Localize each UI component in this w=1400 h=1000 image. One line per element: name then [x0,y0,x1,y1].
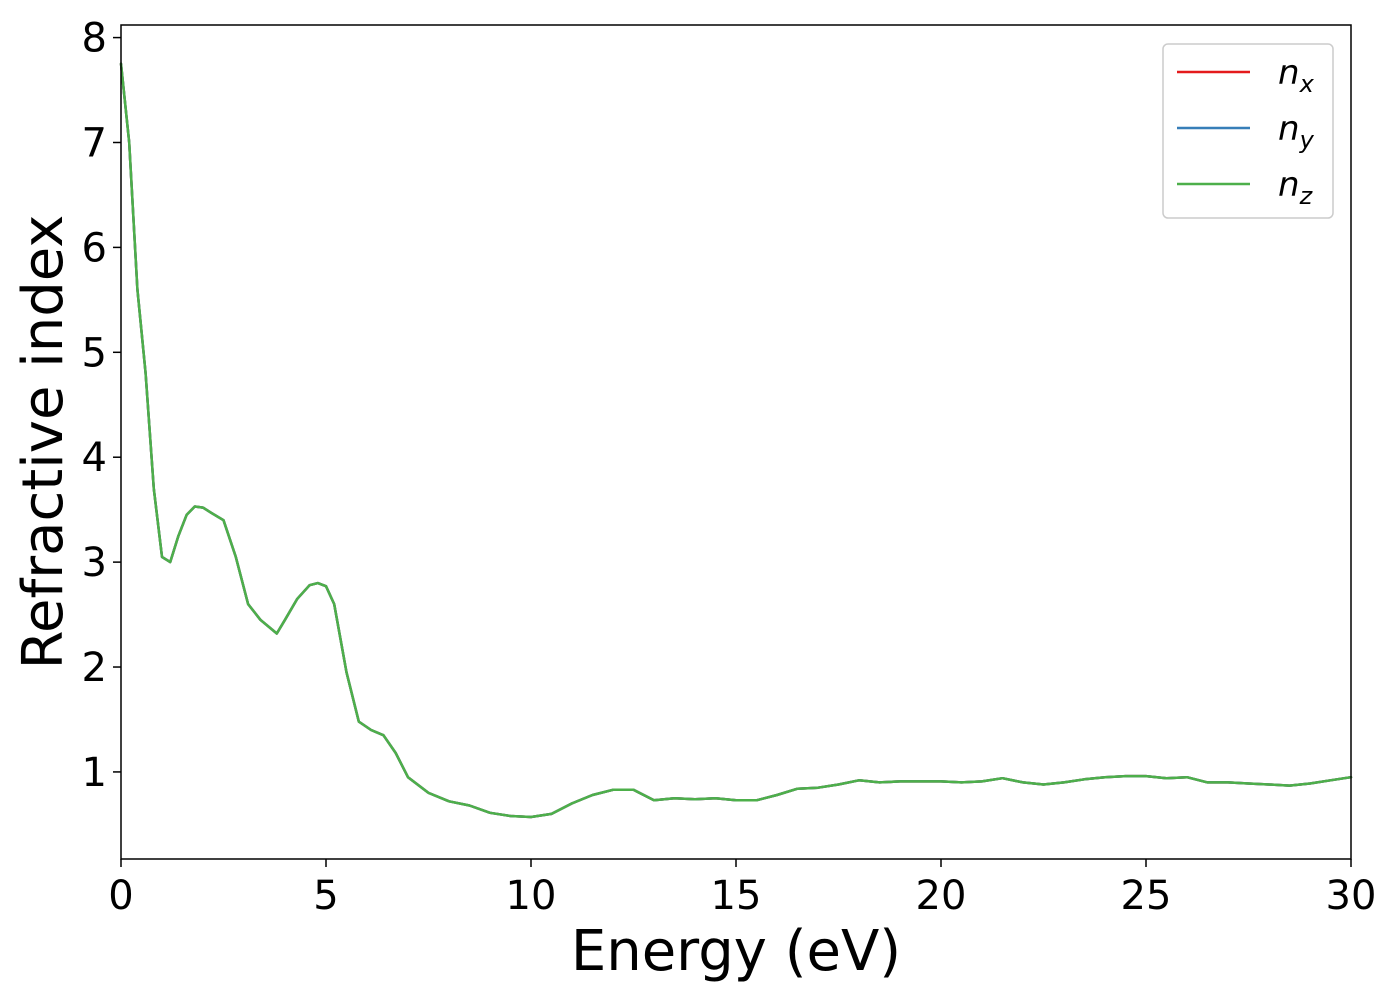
x-axis-title: Energy (eV) [571,919,901,984]
legend-label-subscript: z [1299,182,1314,210]
x-tick-label: 30 [1326,873,1377,919]
x-axis-ticks: 0 5 10 15 20 25 30 [108,859,1376,919]
legend-label-subscript: x [1299,70,1315,98]
x-tick-label: 0 [108,873,133,919]
y-tick-label: 1 [82,750,107,796]
y-tick-label: 3 [82,540,107,586]
x-tick-label: 15 [711,873,762,919]
y-tick-label: 8 [82,16,107,62]
x-tick-label: 5 [313,873,338,919]
y-axis-title: Refractive index [11,215,76,670]
legend-label-base: n [1278,53,1300,93]
y-tick-label: 4 [82,435,107,481]
y-tick-label: 2 [82,645,107,691]
legend-label-base: n [1278,109,1300,149]
y-tick-label: 6 [82,225,107,271]
x-tick-label: 10 [506,873,557,919]
x-tick-label: 20 [916,873,967,919]
legend-label-z: nz [1278,165,1314,210]
legend-label-subscript: y [1299,126,1315,154]
legend-label-base: n [1278,165,1300,205]
series-layer [119,62,1353,819]
legend-label-y: ny [1278,109,1315,154]
plot-area [121,25,1351,859]
x-tick-label: 25 [1121,873,1172,919]
y-axis-ticks: 1 2 3 4 5 6 7 8 [82,16,121,796]
y-tick-label: 7 [82,120,107,166]
y-tick-label: 5 [82,330,107,376]
legend-box [1162,43,1334,219]
series-line-z [119,62,1353,819]
legend-label-x: nx [1278,53,1315,98]
